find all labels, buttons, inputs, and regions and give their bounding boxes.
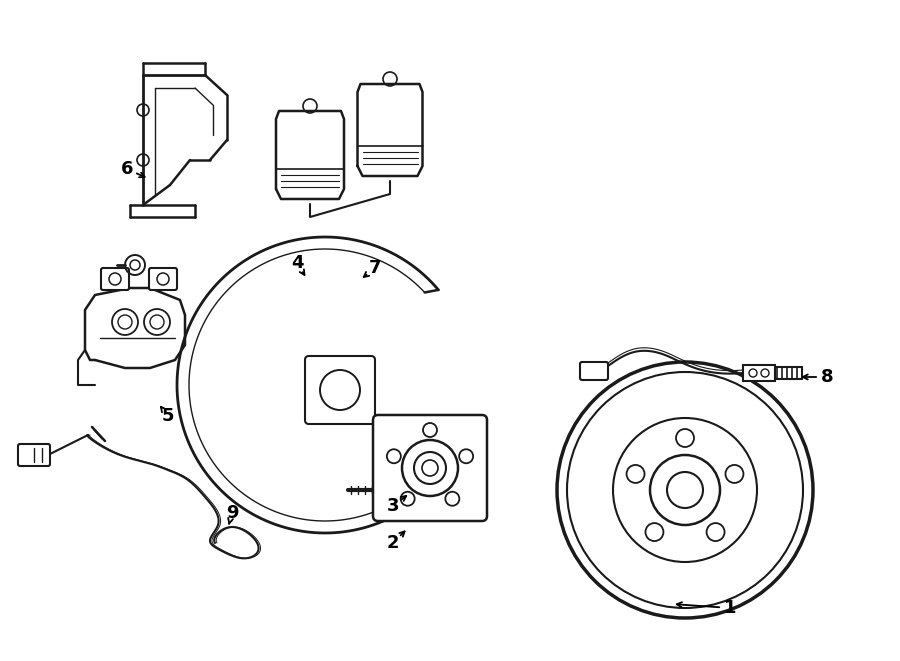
FancyBboxPatch shape	[18, 444, 50, 466]
FancyBboxPatch shape	[580, 362, 608, 380]
FancyBboxPatch shape	[101, 268, 129, 290]
Text: 4: 4	[291, 254, 303, 272]
Text: 5: 5	[162, 407, 175, 425]
Text: 1: 1	[724, 599, 736, 617]
Text: 3: 3	[387, 497, 400, 515]
FancyBboxPatch shape	[373, 415, 487, 521]
Text: 2: 2	[387, 534, 400, 552]
Text: 7: 7	[369, 259, 382, 277]
Text: 9: 9	[226, 504, 239, 522]
Text: 8: 8	[821, 368, 833, 386]
FancyBboxPatch shape	[149, 268, 177, 290]
FancyBboxPatch shape	[305, 356, 375, 424]
Text: 6: 6	[121, 160, 133, 178]
FancyBboxPatch shape	[743, 365, 775, 381]
